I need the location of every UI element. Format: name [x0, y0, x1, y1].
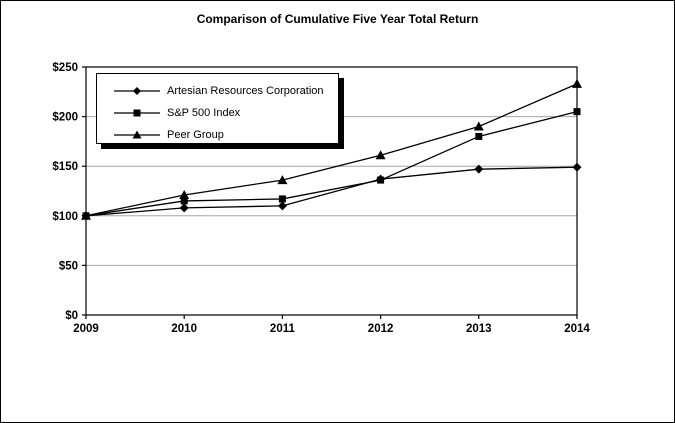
series-marker [474, 164, 484, 174]
series-marker [573, 108, 581, 116]
series-line [85, 83, 578, 217]
series-marker [179, 203, 189, 213]
y-tick-label: $50 [59, 260, 78, 272]
series-marker [180, 197, 188, 205]
chart-title: Comparison of Cumulative Five Year Total… [196, 12, 479, 26]
legend: Artesian Resources Corporation S&P 500 I… [96, 73, 339, 144]
y-tick-label: $200 [52, 112, 78, 124]
legend-item-artesian: Artesian Resources Corporation [114, 81, 338, 100]
y-tick-label: $100 [52, 211, 78, 223]
x-tick-label: 2009 [73, 323, 99, 335]
series-marker [375, 150, 386, 160]
series-line [85, 166, 578, 217]
y-tick-label: $150 [52, 161, 78, 173]
series-marker [278, 195, 286, 203]
series-line [85, 111, 578, 217]
series-marker [377, 176, 385, 184]
square-glyph [133, 109, 141, 116]
series-marker [179, 189, 190, 199]
series-marker [572, 78, 582, 88]
triangle-marker-icon [114, 130, 160, 138]
series-marker [277, 201, 287, 211]
x-tick-label: 2012 [368, 323, 394, 335]
series-marker [473, 121, 484, 131]
diamond-glyph [133, 86, 141, 95]
legend-label: Peer Group [167, 128, 224, 141]
square-marker-icon [114, 109, 160, 116]
legend-item-peer-group: Peer Group [114, 125, 338, 144]
series-marker [277, 175, 288, 185]
x-tick-label: 2011 [270, 323, 296, 335]
diamond-marker-icon [114, 86, 160, 95]
x-tick-label: 2013 [466, 323, 492, 335]
x-tick-label: 2010 [171, 323, 197, 335]
plot-border [85, 66, 578, 316]
legend-item-sp500: S&P 500 Index [114, 103, 338, 122]
series-marker [572, 162, 582, 172]
y-tick-label: $0 [65, 310, 78, 322]
series-marker [475, 132, 483, 140]
x-tick-label: 2014 [564, 323, 590, 335]
y-tick-label: $250 [52, 62, 78, 74]
triangle-glyph [132, 130, 142, 138]
legend-label: S&P 500 Index [167, 106, 241, 119]
legend-label: Artesian Resources Corporation [167, 84, 324, 97]
series-marker [81, 210, 91, 220]
